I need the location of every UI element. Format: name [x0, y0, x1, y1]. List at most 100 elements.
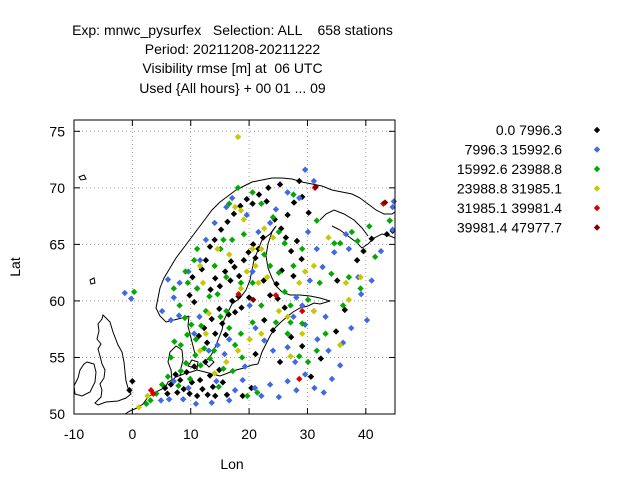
data-point [336, 362, 344, 369]
data-point [284, 344, 291, 351]
data-point [175, 382, 182, 389]
data-point [175, 312, 183, 319]
data-point [202, 236, 210, 244]
data-point [258, 330, 265, 337]
data-point [189, 273, 196, 281]
data-point [228, 297, 236, 305]
data-point [226, 251, 233, 258]
data-point [191, 298, 198, 306]
data-point [299, 320, 306, 327]
data-point [199, 279, 207, 287]
data-point [276, 358, 284, 366]
data-point [298, 255, 305, 263]
data-point [258, 392, 265, 400]
data-point [281, 288, 288, 296]
data-point [184, 279, 192, 287]
data-point [266, 292, 274, 299]
data-point [299, 245, 306, 253]
x-tick-label: 20 [241, 426, 257, 442]
data-point [197, 362, 204, 369]
data-point [296, 375, 303, 383]
data-point [228, 236, 236, 244]
data-point [336, 341, 344, 349]
chart-title-line-4: Used {All hours} + 00 01 ... 09 [139, 80, 326, 96]
data-point [299, 342, 306, 350]
data-point [186, 390, 193, 397]
data-point [263, 198, 270, 205]
data-point [249, 268, 256, 275]
data-point [164, 276, 172, 283]
data-point [237, 279, 245, 287]
legend-marker [593, 185, 601, 192]
data-point [245, 294, 253, 301]
data-point [339, 302, 347, 309]
data-point [290, 262, 297, 270]
data-point [284, 378, 291, 385]
data-point [161, 384, 169, 392]
data-point [211, 262, 218, 270]
data-point [345, 296, 353, 303]
data-point [296, 194, 303, 202]
data-point [227, 258, 235, 265]
data-point [170, 285, 178, 292]
data-point [239, 376, 246, 384]
data-point [226, 200, 233, 207]
data-point [304, 358, 312, 366]
data-point [165, 396, 173, 403]
data-point [216, 283, 224, 290]
data-point [164, 390, 171, 397]
series-5 [249, 183, 389, 303]
data-point [246, 302, 253, 309]
legend-marker [593, 165, 601, 173]
data-point [275, 393, 283, 401]
data-point [244, 392, 251, 400]
data-point [193, 285, 201, 292]
data-point [261, 225, 268, 232]
data-point [366, 223, 373, 230]
data-point [231, 387, 239, 394]
data-point [226, 397, 233, 404]
data-point [313, 347, 320, 354]
data-point [219, 379, 227, 386]
data-point [272, 292, 280, 299]
data-point [196, 347, 204, 354]
data-point [261, 337, 268, 344]
data-point [200, 345, 208, 352]
data-point [331, 249, 338, 256]
data-point [222, 331, 229, 339]
data-point [299, 302, 306, 309]
data-point [345, 273, 353, 281]
data-point [226, 336, 233, 343]
data-point [179, 396, 187, 403]
data-point [164, 373, 172, 380]
data-point [240, 231, 248, 238]
data-point [332, 328, 340, 335]
data-points [121, 133, 398, 411]
data-point [177, 341, 185, 349]
data-point [213, 378, 220, 385]
data-point [177, 367, 185, 375]
series-3 [135, 133, 364, 411]
legend-marker [593, 204, 601, 212]
x-tick-label: 30 [300, 426, 316, 442]
data-point [261, 251, 268, 258]
data-point [269, 347, 277, 354]
data-point [243, 268, 250, 275]
data-point [357, 285, 364, 292]
data-point [265, 184, 272, 192]
data-point [176, 302, 183, 309]
data-point [193, 392, 201, 400]
data-point [255, 191, 263, 198]
data-point [290, 272, 297, 280]
data-point [235, 272, 243, 280]
data-point [320, 389, 327, 396]
data-point [223, 391, 231, 398]
data-point [211, 219, 218, 227]
data-point [135, 404, 142, 411]
data-point [211, 236, 218, 244]
data-point [254, 389, 261, 396]
axis-ticks: -10 0 10 20 30 40 50 55 60 65 70 75 [49, 120, 395, 442]
data-point [261, 316, 268, 324]
data-point [180, 385, 187, 393]
